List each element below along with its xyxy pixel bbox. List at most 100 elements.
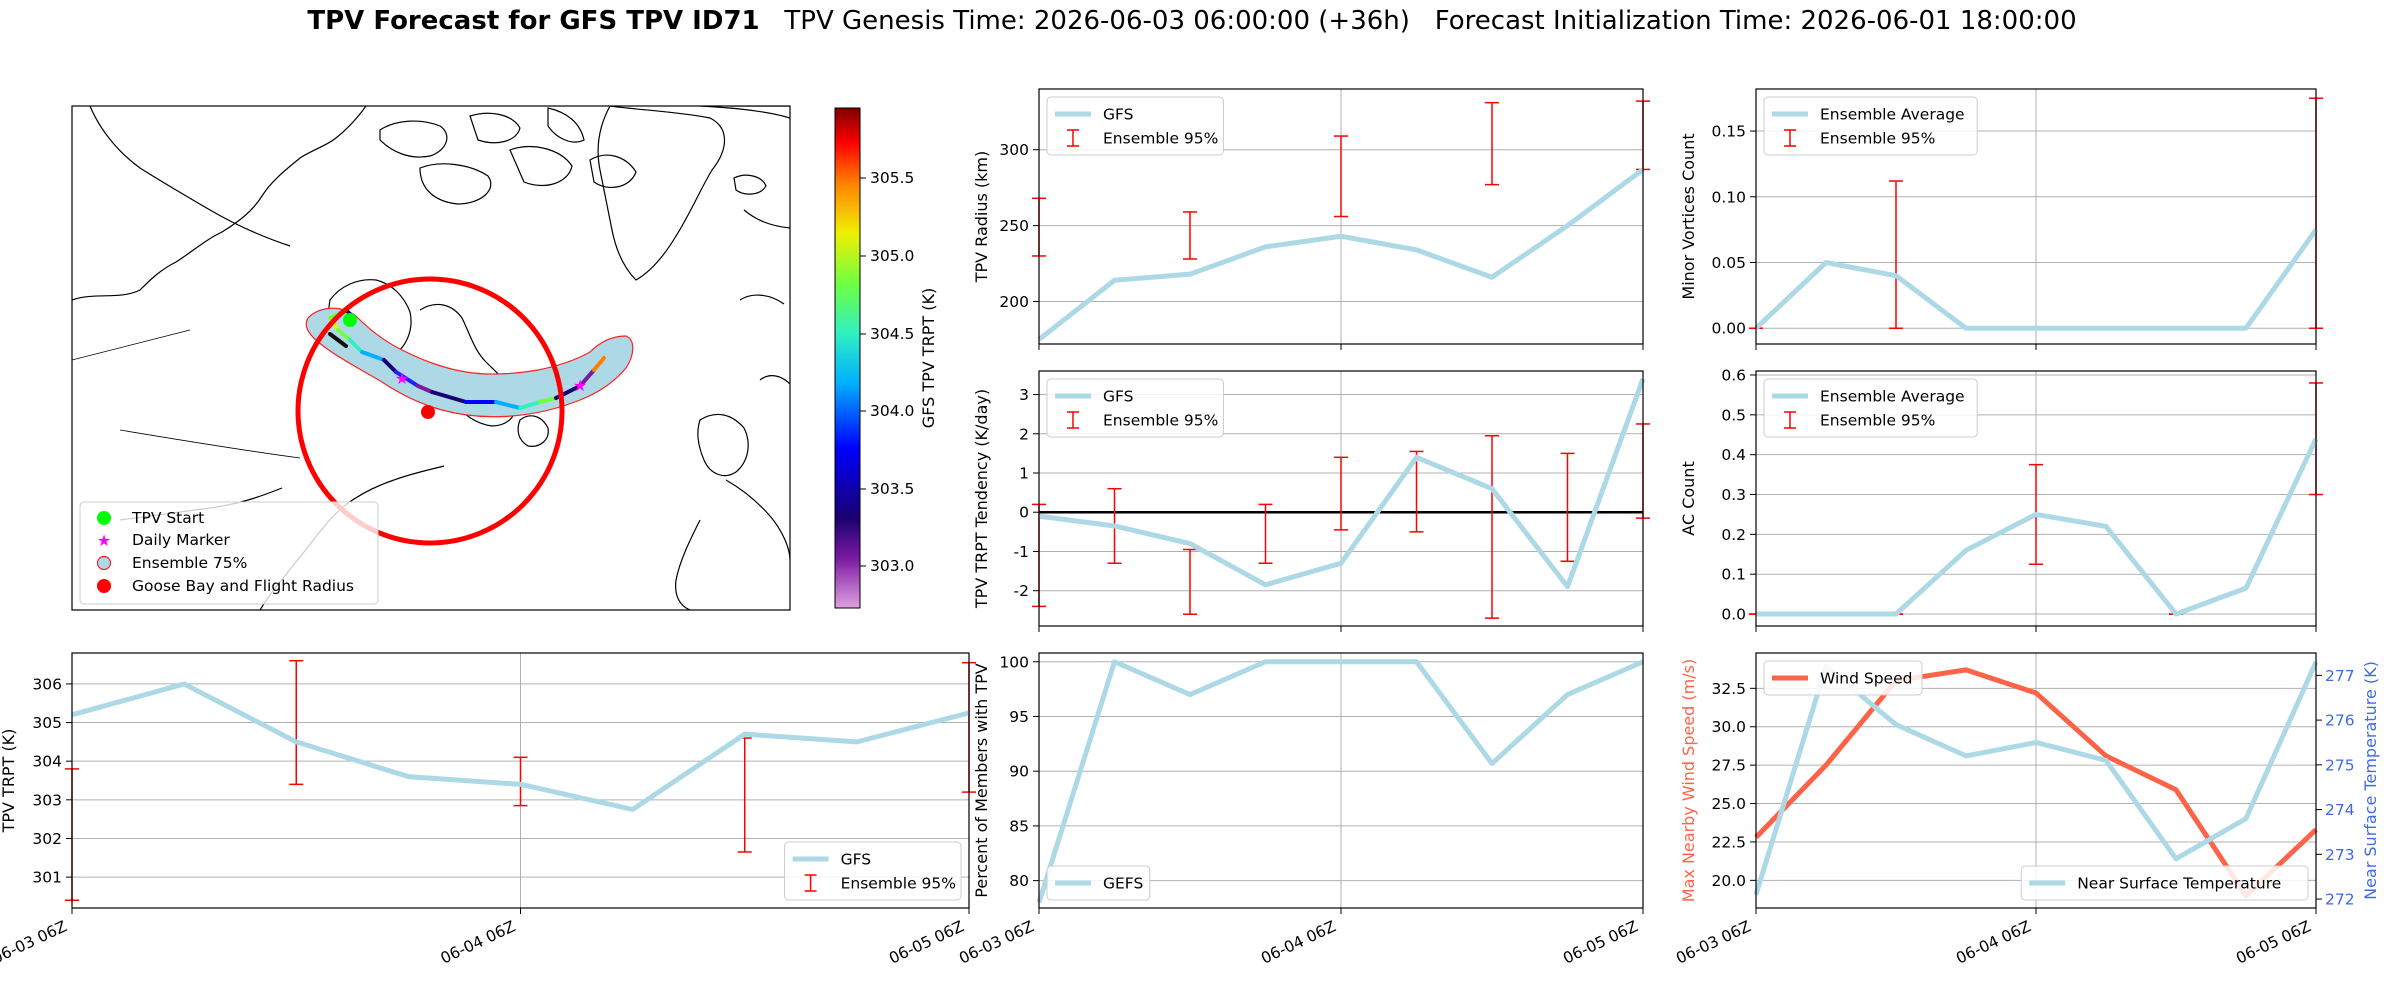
legend-label: Ensemble Average (1820, 106, 1965, 124)
y-tick-label: 0.3 (1721, 486, 1746, 504)
plot-frame (1038, 88, 1644, 345)
legend-label: Ensemble 95% (1103, 412, 1218, 430)
legend-tpv-start: TPV Start (131, 509, 204, 527)
chart-legend: Near Surface Temperature (2020, 865, 2309, 901)
legend-label: Ensemble Average (1820, 388, 1965, 406)
title-main: TPV Forecast for GFS TPV ID71 (307, 6, 760, 36)
y-right-tick-label: 275 (2325, 756, 2355, 774)
x-tick-label: 06-05 06Z (2233, 917, 2313, 967)
y-right-tick-label: 276 (2325, 712, 2355, 730)
legend-box (1763, 660, 1923, 696)
legend-label: GFS (1103, 106, 1134, 124)
y-right-tick-label: 272 (2325, 891, 2355, 909)
chart-ac: 0.0 0.1 0.2 0.3 0.4 0.5 0.6 AC Count Ensemble Av… (1679, 366, 2323, 632)
y-tick-label: 100 (999, 653, 1029, 671)
y-axis-label: TPV TRPT Tendency (K/day) (972, 389, 991, 609)
y-tick-label: 300 (999, 141, 1029, 159)
y-axis-label: Minor Vortices Count (1679, 133, 1698, 299)
y-axis-label: TPV TRPT (K) (0, 729, 18, 834)
legend-box (1046, 378, 1224, 438)
y-tick-label: -1 (1014, 543, 1029, 561)
daily-marker: ★ (395, 369, 409, 388)
colorbar-tick: 304.5 (870, 325, 914, 343)
y-tick-label: -2 (1014, 582, 1029, 600)
x-tick-label: 06-04 06Z (1258, 917, 1338, 967)
y-tick-label: 306 (32, 675, 62, 693)
y-right-axis-label: Near Surface Temperature (K) (2361, 661, 2380, 900)
plot-frame (1038, 370, 1644, 627)
y-tick-label: 25.0 (1711, 795, 1746, 813)
series-line (71, 681, 970, 812)
chart-tendency: -2 -1 0 1 2 3 TPV TRPT Tendency (K/day) GFS Ense… (972, 370, 1650, 632)
colorbar-tick: 303.5 (870, 480, 914, 498)
y-tick-label: 304 (32, 753, 62, 771)
y-tick-label: 27.5 (1711, 757, 1746, 775)
legend-label: Ensemble 95% (841, 875, 956, 893)
chart-wind_temp: 20.0 22.5 25.0 27.5 30.0 32.5 06-03 06Z 06-04 0… (1673, 652, 2380, 968)
y-tick-label: 85 (1009, 817, 1029, 835)
plot-frame (1755, 370, 2317, 627)
map-panel: ★ ★ TPV Start ★ Daily Marker Ensemble 75… (71, 105, 938, 611)
chart-minor: 0.00 0.05 0.10 0.15 Minor Vortices Count Ense… (1679, 88, 2323, 350)
y-tick-label: 32.5 (1711, 680, 1746, 698)
flight-radius-circle (295, 276, 565, 546)
y-tick-label: 0.5 (1721, 406, 1746, 424)
chart-legend: Ensemble Average Ensemble 95% (1763, 96, 1978, 156)
chart-legend: GFS Ensemble 95% (784, 841, 962, 901)
daily-marker: ★ (573, 376, 587, 395)
y-tick-label: 80 (1009, 872, 1029, 890)
y-axis-label: Percent of Members with TPV (972, 663, 991, 897)
chart-legend: GEFS (1046, 865, 1151, 901)
legend-label: GFS (1103, 388, 1134, 406)
series-line (1754, 667, 2318, 899)
y-tick-label: 200 (999, 293, 1029, 311)
legend-box (1046, 96, 1224, 156)
chart-legend: GFS Ensemble 95% (1046, 96, 1224, 156)
map-legend: TPV Start ★ Daily Marker Ensemble 75% Go… (79, 501, 379, 605)
y-tick-label: 301 (32, 869, 62, 887)
legend-label: Ensemble 95% (1820, 412, 1935, 430)
y-axis-label: TPV Radius (km) (972, 151, 991, 284)
plot-frame (1755, 652, 2317, 909)
chart-radius: 200 250 300 TPV Radius (km) GFS Ensemble 95% (972, 88, 1650, 350)
legend-goose-bay: Goose Bay and Flight Radius (132, 577, 354, 595)
colorbar-tick: 305.0 (870, 247, 914, 265)
title-genesis: TPV Genesis Time: 2026-06-03 06:00:00 (+… (784, 6, 1410, 36)
y-tick-label: 0.4 (1721, 446, 1746, 464)
y-tick-label: 305 (32, 714, 62, 732)
svg-text:★: ★ (97, 531, 111, 550)
tpv-start-marker (343, 313, 357, 327)
colorbar-label: GFS TPV TRPT (K) (919, 288, 938, 428)
chart-members: 80 85 90 95 100 06-03 06Z 06-04 06Z 06-05 06Z Pe… (956, 652, 1644, 968)
y-tick-label: 30.0 (1711, 718, 1746, 736)
title-init: Forecast Initialization Time: 2026-06-01… (1434, 6, 2077, 36)
y-tick-label: 0.6 (1721, 366, 1746, 384)
y-right-tick-label: 274 (2325, 801, 2355, 819)
legend-label: Ensemble 95% (1103, 130, 1218, 148)
legend-label: Ensemble 95% (1820, 130, 1935, 148)
colorbar-tick: 305.5 (870, 169, 914, 187)
y-tick-label: 0.0 (1721, 606, 1746, 624)
y-tick-label: 3 (1019, 386, 1029, 404)
series-line (1756, 437, 2319, 617)
x-tick-label: 06-04 06Z (1953, 917, 2033, 967)
series-line (1754, 228, 2319, 331)
x-tick-label: 06-04 06Z (438, 917, 518, 967)
legend-daily-marker: Daily Marker (132, 531, 230, 549)
y-tick-label: 0.00 (1711, 320, 1746, 338)
y-tick-label: 0.2 (1721, 526, 1746, 544)
y-tick-label: 95 (1009, 708, 1029, 726)
y-tick-label: 0.10 (1711, 188, 1746, 206)
y-right-tick-label: 277 (2325, 667, 2355, 685)
plot-frame (1755, 88, 2317, 345)
legend-label: Near Surface Temperature (2077, 875, 2281, 893)
y-tick-label: 0.05 (1711, 254, 1746, 272)
y-axis-label: Max Nearby Wind Speed (m/s) (1679, 659, 1698, 902)
chart-legend: GFS Ensemble 95% (1046, 378, 1224, 438)
series-line (1038, 377, 1646, 590)
plot-frame (1038, 652, 1644, 909)
series-line (1037, 167, 1645, 342)
legend-box (1763, 96, 1978, 156)
legend-ensemble-75: Ensemble 75% (132, 554, 247, 572)
